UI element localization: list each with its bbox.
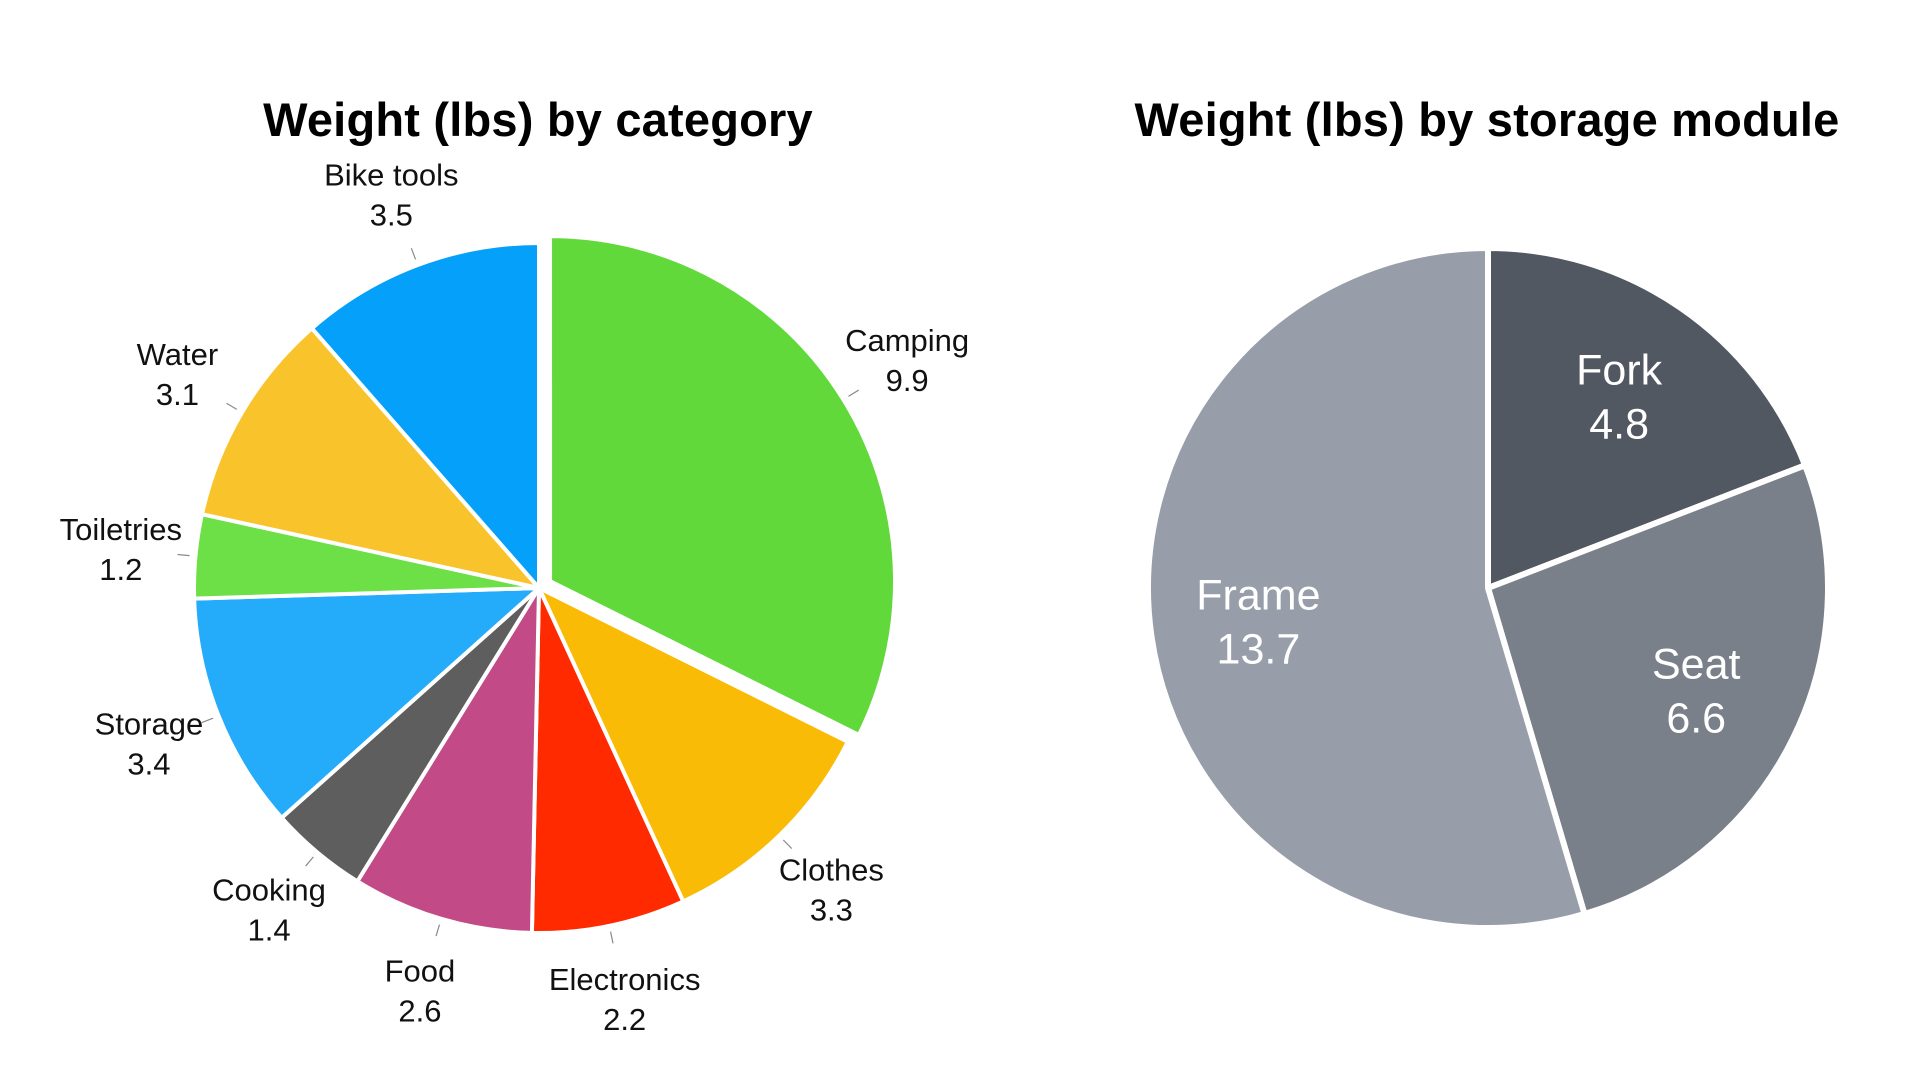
pie-slice-camping	[548, 234, 897, 737]
pie-slice-seat	[1485, 462, 1831, 918]
leader-line-water	[226, 402, 238, 410]
chart-title-weight-by-category: Weight (lbs) by category	[263, 93, 813, 146]
leader-line-storage	[201, 717, 214, 724]
slice-label-storage: Storage	[95, 707, 204, 742]
pie-chart-by-storage-module: Fork 4.8 Seat 6.6 Frame 13.7	[1145, 245, 1831, 931]
slice-label-bike-tools: Bike tools	[324, 158, 458, 193]
leader-line-electronics	[609, 931, 614, 944]
leader-line-toiletries	[177, 553, 190, 557]
slice-label-clothes: Clothes	[779, 852, 884, 887]
slice-value-clothes: 3.3	[810, 892, 853, 927]
slice-label-toiletries: Toiletries	[60, 512, 182, 547]
pie-slice-storage	[192, 586, 541, 820]
pie-chart-by-category: Camping 9.9 Clothes 3.3 Electronics 2.2 Food 2.…	[60, 158, 970, 1037]
slice-label-food: Food	[385, 954, 456, 989]
pie-slice-clothes	[537, 586, 850, 904]
slice-label-frame: Frame	[1196, 571, 1320, 619]
slice-value-cooking: 1.4	[247, 913, 290, 948]
slice-value-seat: 6.6	[1666, 694, 1726, 742]
slice-value-water: 3.1	[156, 377, 199, 412]
pie-slice-frame	[1145, 245, 1588, 931]
pie-slice-electronics	[529, 586, 686, 935]
pie-slice-bike-tools	[309, 241, 541, 590]
leader-line-bike-tools	[410, 247, 417, 260]
leader-line-food	[435, 924, 441, 937]
slice-label-water: Water	[137, 337, 219, 372]
slice-value-frame: 13.7	[1217, 625, 1301, 673]
slice-value-fork: 4.8	[1589, 401, 1649, 449]
leader-line-cooking	[305, 856, 314, 867]
chart-title-weight-by-storage-module: Weight (lbs) by storage module	[1134, 93, 1840, 146]
pie-slice-food	[355, 586, 541, 935]
pie-slice-fork	[1485, 245, 1809, 591]
slice-label-electronics: Electronics	[549, 962, 701, 997]
slice-value-electronics: 2.2	[603, 1002, 646, 1037]
slice-label-cooking: Cooking	[212, 873, 326, 908]
slice-value-storage: 3.4	[127, 747, 170, 782]
slice-value-camping: 9.9	[886, 363, 929, 398]
slice-label-camping: Camping	[845, 323, 969, 358]
slice-value-food: 2.6	[398, 994, 441, 1029]
slice-label-fork: Fork	[1576, 347, 1663, 395]
leader-line-clothes	[782, 839, 793, 850]
slice-label-seat: Seat	[1652, 640, 1741, 688]
slice-value-toiletries: 1.2	[99, 552, 142, 587]
slice-value-bike-tools: 3.5	[370, 198, 413, 233]
pie-slice-water	[199, 326, 541, 590]
leader-line-camping	[848, 389, 859, 397]
